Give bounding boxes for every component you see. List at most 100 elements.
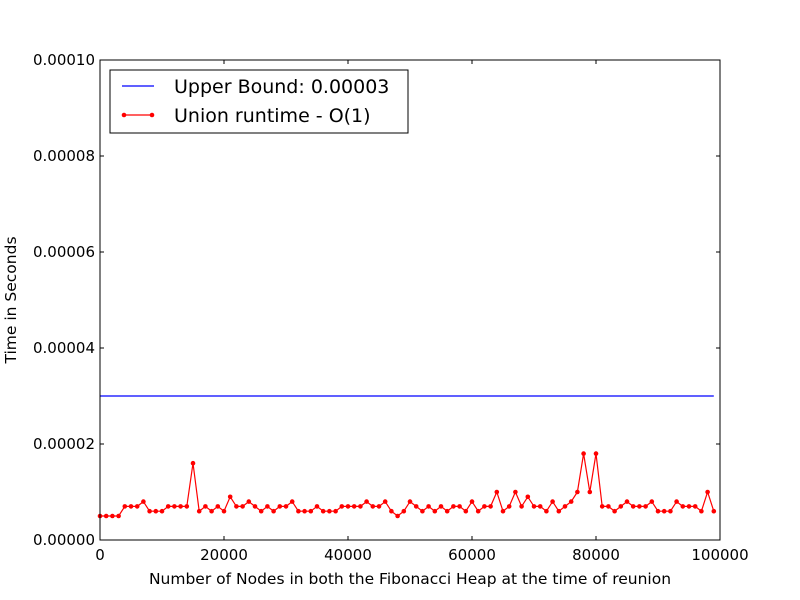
legend-label-union-runtime: Union runtime - O(1) bbox=[174, 105, 371, 127]
x-tick-label: 20000 bbox=[200, 546, 248, 564]
data-point bbox=[258, 508, 264, 514]
data-point bbox=[531, 504, 537, 509]
data-point bbox=[618, 504, 624, 509]
data-point bbox=[575, 489, 580, 495]
series-line-1 bbox=[100, 453, 715, 517]
data-point bbox=[649, 499, 655, 504]
data-point bbox=[457, 504, 462, 509]
y-tick-label: 0.00006 bbox=[33, 243, 95, 261]
data-point bbox=[451, 504, 456, 509]
data-point bbox=[283, 504, 289, 509]
data-point bbox=[178, 504, 183, 509]
data-point bbox=[190, 460, 196, 466]
data-point bbox=[444, 508, 450, 514]
data-point bbox=[364, 499, 369, 504]
data-point bbox=[327, 508, 332, 514]
plot-frame bbox=[99, 59, 721, 541]
data-point bbox=[438, 504, 444, 509]
data-point bbox=[699, 508, 704, 514]
y-tick-label: 0.00010 bbox=[33, 51, 95, 69]
data-point bbox=[308, 508, 314, 514]
data-point bbox=[110, 513, 115, 519]
x-axis-label: Number of Nodes in both the Fibonacci He… bbox=[149, 570, 671, 588]
data-point bbox=[661, 508, 667, 514]
data-point bbox=[203, 504, 208, 509]
data-point bbox=[240, 504, 245, 509]
series-layer bbox=[97, 395, 717, 519]
data-point bbox=[426, 504, 431, 509]
data-point bbox=[302, 508, 307, 514]
data-point bbox=[506, 504, 512, 509]
data-point bbox=[544, 508, 549, 514]
data-point bbox=[376, 504, 382, 509]
data-point bbox=[296, 508, 301, 514]
data-point bbox=[432, 508, 438, 514]
data-point bbox=[606, 504, 611, 509]
data-point bbox=[537, 504, 543, 509]
data-point bbox=[668, 508, 673, 514]
data-point bbox=[525, 494, 531, 500]
data-point bbox=[246, 499, 252, 504]
data-point bbox=[593, 451, 599, 456]
data-point bbox=[184, 504, 190, 509]
data-point bbox=[599, 504, 605, 509]
data-point bbox=[475, 508, 481, 514]
data-point bbox=[289, 499, 295, 504]
data-point bbox=[221, 508, 227, 514]
y-tick-label: 0.00002 bbox=[33, 435, 95, 453]
y-tick-label: 0.00008 bbox=[33, 147, 95, 165]
data-point bbox=[637, 504, 642, 509]
data-point bbox=[153, 508, 159, 514]
data-point bbox=[674, 499, 679, 504]
legend: Upper Bound: 0.00003 Union runtime - O(1… bbox=[109, 69, 409, 134]
x-tick-label: 60000 bbox=[448, 546, 496, 564]
data-point bbox=[420, 508, 425, 514]
data-point bbox=[172, 504, 177, 509]
data-point bbox=[692, 504, 698, 509]
data-point bbox=[500, 508, 506, 514]
data-point bbox=[395, 513, 400, 519]
data-point bbox=[413, 504, 419, 509]
data-point bbox=[568, 499, 574, 504]
data-point bbox=[711, 508, 717, 514]
data-point bbox=[134, 504, 140, 509]
legend-frame bbox=[109, 69, 409, 134]
data-point bbox=[141, 499, 146, 504]
data-point bbox=[587, 489, 593, 495]
legend-marker-union-runtime bbox=[149, 112, 155, 118]
legend-label-upper-bound: Upper Bound: 0.00003 bbox=[174, 76, 389, 98]
data-point bbox=[277, 504, 283, 509]
ticks-layer: 0 20000 40000 60000 80000 100000 0.00000 0.0000… bbox=[33, 51, 749, 564]
data-point bbox=[680, 504, 686, 509]
data-point bbox=[252, 504, 258, 509]
data-point bbox=[103, 513, 109, 519]
data-point bbox=[612, 508, 617, 514]
x-tick-label: 0 bbox=[95, 546, 105, 564]
data-point bbox=[116, 513, 121, 519]
data-point bbox=[556, 508, 562, 514]
data-point bbox=[655, 508, 661, 514]
data-point bbox=[407, 499, 413, 504]
legend-marker-union-runtime bbox=[121, 112, 127, 118]
data-point bbox=[401, 508, 407, 514]
data-point bbox=[562, 504, 568, 509]
data-point bbox=[488, 504, 493, 509]
x-tick-label: 80000 bbox=[572, 546, 620, 564]
y-tick-label: 0.00004 bbox=[33, 339, 95, 357]
data-point bbox=[209, 508, 214, 514]
data-point bbox=[314, 504, 320, 509]
y-tick-label: 0.00000 bbox=[33, 531, 95, 549]
data-point bbox=[370, 504, 376, 509]
y-axis-label: Time in Seconds bbox=[2, 236, 20, 364]
data-point bbox=[482, 504, 487, 509]
data-point bbox=[581, 451, 586, 456]
data-point bbox=[122, 504, 128, 509]
data-point bbox=[165, 504, 171, 509]
data-point bbox=[333, 508, 338, 514]
data-point bbox=[351, 504, 357, 509]
data-point bbox=[463, 508, 469, 514]
data-point bbox=[339, 504, 345, 509]
data-point bbox=[705, 489, 710, 495]
data-point bbox=[643, 504, 648, 509]
